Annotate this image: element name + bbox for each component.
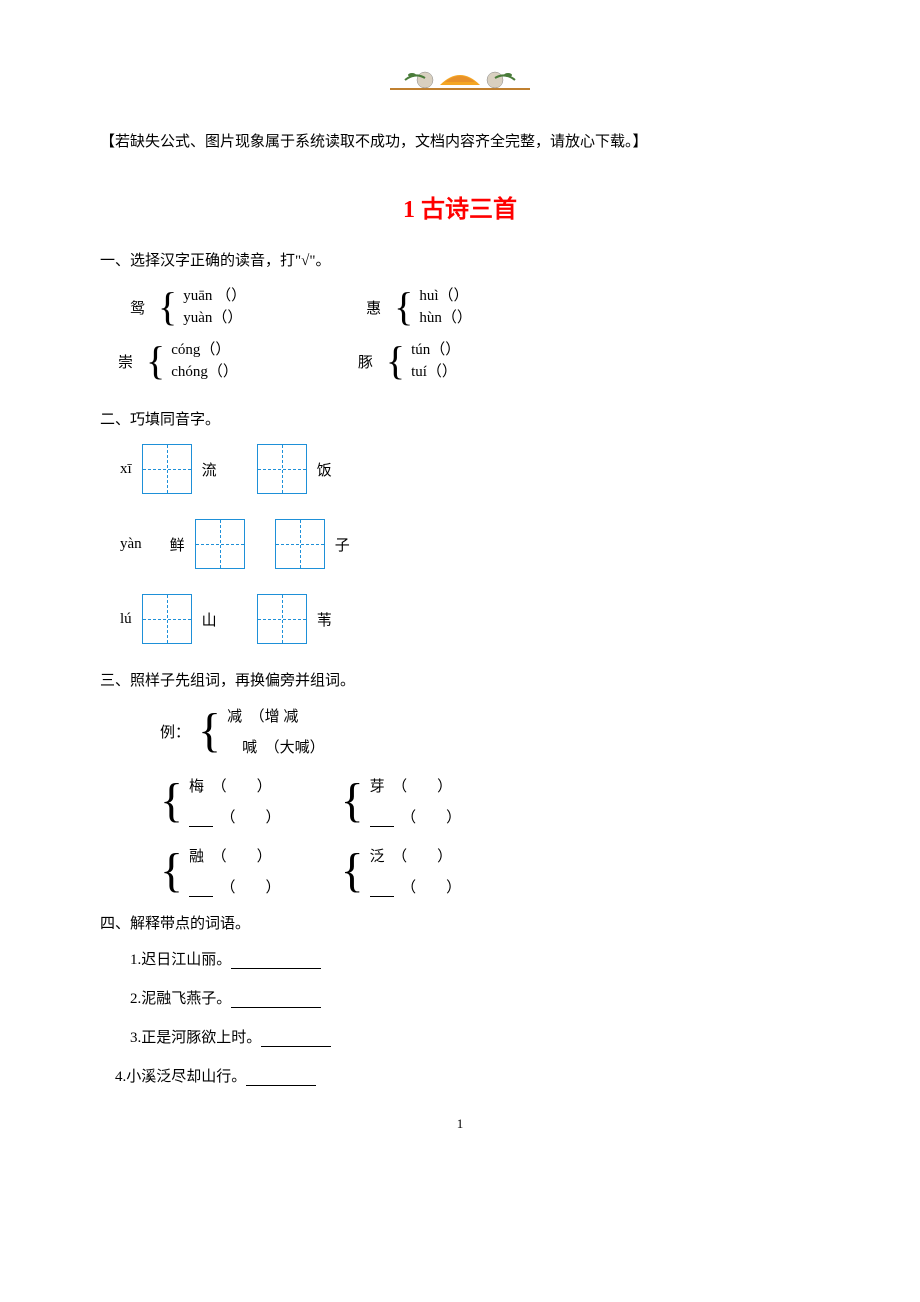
pinyin-option: hùn（） (419, 307, 472, 329)
section4-content: 1.迟日江山丽。 2.泥融飞燕子。 3.正是河豚欲上时。 4.小溪泛尽却山行。 (100, 948, 820, 1086)
suffix-char: 山 (202, 609, 217, 630)
homophone-row: lú 山 苇 (120, 594, 820, 644)
pinyin-option: tún（） (411, 339, 460, 361)
suffix-char: 流 (202, 459, 217, 480)
curly-bracket-icon: { (160, 847, 183, 895)
pinyin-option: chóng（） (171, 361, 238, 383)
fill-box[interactable] (142, 444, 192, 494)
pinyin-option: cóng（） (171, 339, 238, 361)
pinyin-label: yàn (120, 536, 142, 553)
radical-line: （ ） (189, 876, 281, 897)
section4-heading: 四、解释带点的词语。 (100, 912, 820, 933)
suffix-char: 苇 (317, 609, 332, 630)
suffix-char: 饭 (317, 459, 332, 480)
radical-line: 融 （ ） (189, 845, 281, 866)
homophone-row: xī 流 饭 (120, 444, 820, 494)
curly-bracket-icon: { (394, 287, 413, 327)
section1-heading: 一、选择汉字正确的读音，打"√"。 (100, 249, 820, 270)
pinyin-option: yuàn（） (183, 307, 246, 329)
definition-item: 2.泥融飞燕子。 (130, 987, 820, 1008)
radical-line: （ ） (370, 806, 462, 827)
fill-box[interactable] (275, 519, 325, 569)
section2-heading: 二、巧填同音字。 (100, 408, 820, 429)
curly-bracket-icon: { (386, 341, 405, 381)
section1-content: 鸳 { yuān （） yuàn（） 惠 { huì（） hùn（） (130, 285, 820, 393)
notice-text: 【若缺失公式、图片现象属于系统读取不成功，文档内容齐全完整，请放心下载。】 (100, 130, 820, 154)
pinyin-option: huì（） (419, 285, 472, 307)
example-label: 例： (160, 721, 190, 742)
page-number: 1 (100, 1116, 820, 1132)
definition-item: 1.迟日江山丽。 (130, 948, 820, 969)
fill-box[interactable] (257, 594, 307, 644)
example-line: 喊 （大喊） (227, 736, 325, 757)
section3-content: 例： { 减 （增 减 喊 （大喊） { 梅 （ ） （ ） { 芽 （ ） （ (160, 705, 820, 897)
fill-box[interactable] (195, 519, 245, 569)
pinyin-label: lú (120, 611, 132, 628)
section2-content: xī 流 饭 yàn 鲜 子 lú 山 苇 (100, 444, 820, 644)
radical-line: 梅 （ ） (189, 775, 281, 796)
example-line: 减 （增 减 (227, 705, 325, 726)
curly-bracket-icon: { (341, 847, 364, 895)
homophone-row: yàn 鲜 子 (120, 519, 820, 569)
fill-box[interactable] (142, 594, 192, 644)
char-label: 惠 (366, 297, 386, 318)
char-label: 豚 (358, 351, 378, 372)
fill-box[interactable] (257, 444, 307, 494)
definition-item: 4.小溪泛尽却山行。 (115, 1065, 820, 1086)
pinyin-label: xī (120, 461, 132, 478)
pinyin-option: yuān （） (183, 285, 246, 307)
section3-heading: 三、照样子先组词，再换偏旁并组词。 (100, 669, 820, 690)
radical-line: 芽 （ ） (370, 775, 462, 796)
curly-bracket-icon: { (341, 777, 364, 825)
char-label: 崇 (118, 351, 138, 372)
worksheet-page: 【若缺失公式、图片现象属于系统读取不成功，文档内容齐全完整，请放心下载。】 1 … (0, 0, 920, 1302)
definition-item: 3.正是河豚欲上时。 (130, 1026, 820, 1047)
curly-bracket-icon: { (146, 341, 165, 381)
radical-line: 泛 （ ） (370, 845, 462, 866)
document-title: 1 古诗三首 (100, 189, 820, 224)
curly-bracket-icon: { (198, 707, 221, 755)
header-logo (100, 60, 820, 100)
pinyin-option: tuí（） (411, 361, 460, 383)
prefix-char: 鲜 (170, 534, 185, 555)
radical-line: （ ） (189, 806, 281, 827)
radical-line: （ ） (370, 876, 462, 897)
curly-bracket-icon: { (158, 287, 177, 327)
char-label: 鸳 (130, 297, 150, 318)
suffix-char: 子 (335, 534, 350, 555)
curly-bracket-icon: { (160, 777, 183, 825)
